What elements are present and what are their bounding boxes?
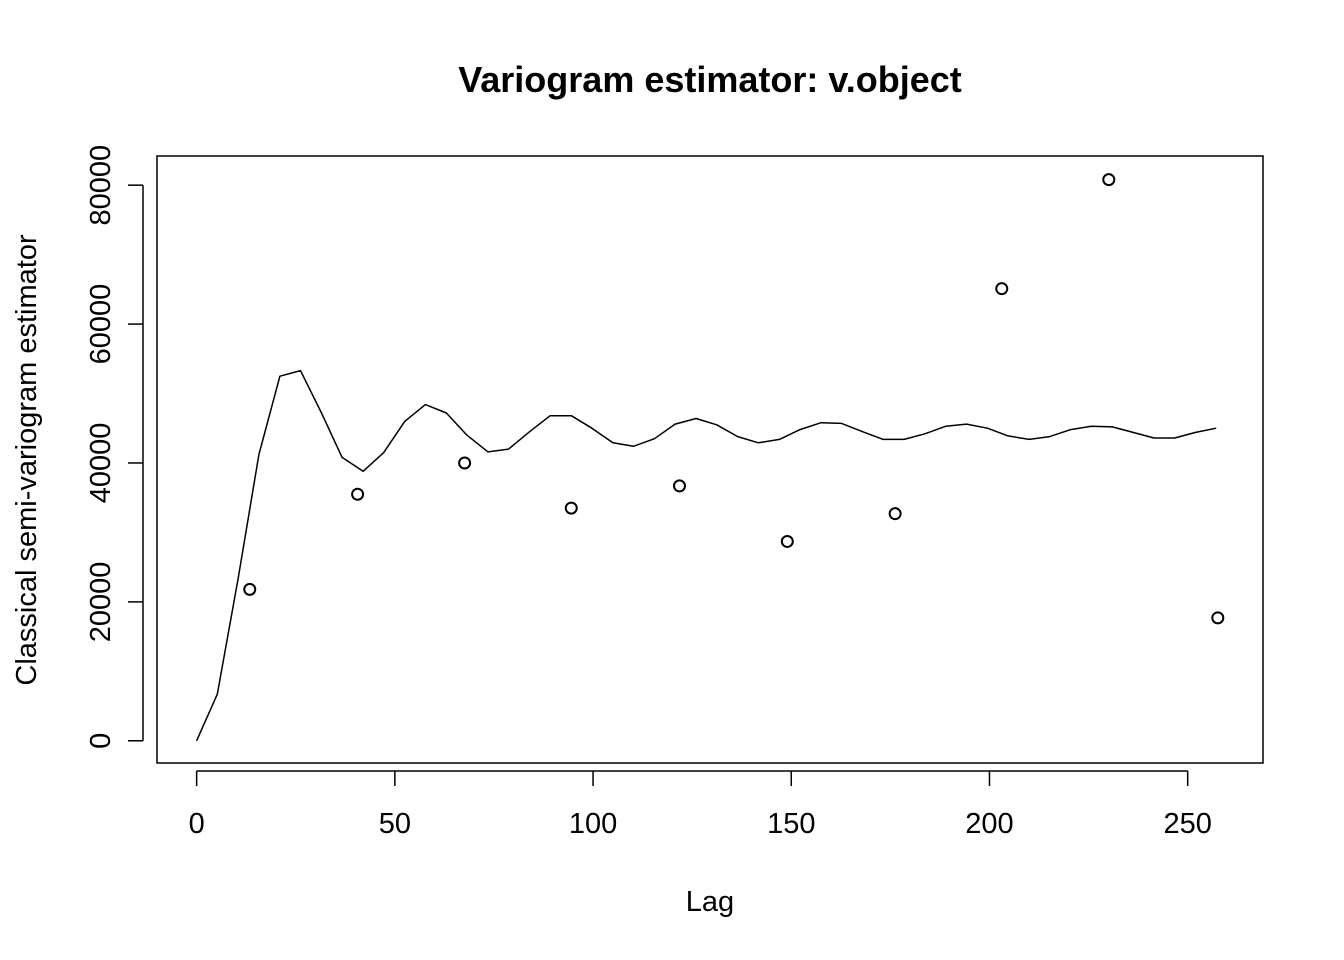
y-tick-label: 20000 [85,562,117,643]
x-axis: 0 50 100 150 200 250 [189,770,1212,840]
plot-frame [156,155,1264,764]
chart-title: Variogram estimator: v.object [458,59,962,100]
data-point [1211,611,1225,625]
y-axis-label: Classical semi-variogram estimator [11,234,43,686]
series-layer [195,173,1225,742]
data-point [351,487,365,501]
y-tick-label: 60000 [85,284,117,365]
data-point [995,282,1009,296]
y-axis: 0 20000 40000 60000 80000 [85,145,144,749]
data-point [1102,173,1116,187]
y-tick-label: 40000 [85,423,117,504]
x-axis-label: Lag [686,886,734,918]
data-point [243,582,257,596]
data-point [458,456,472,470]
data-point [780,534,794,548]
x-tick-label: 250 [1163,808,1211,840]
x-tick-label: 200 [965,808,1013,840]
variogram-model-line [195,369,1217,742]
data-point [888,507,902,521]
x-tick-label: 50 [379,808,411,840]
x-tick-label: 0 [189,808,205,840]
data-point [672,479,686,493]
data-point [564,501,578,515]
x-tick-label: 150 [767,808,815,840]
x-tick-label: 100 [569,808,617,840]
y-tick-label: 80000 [85,145,117,226]
y-tick-label: 0 [85,733,117,749]
